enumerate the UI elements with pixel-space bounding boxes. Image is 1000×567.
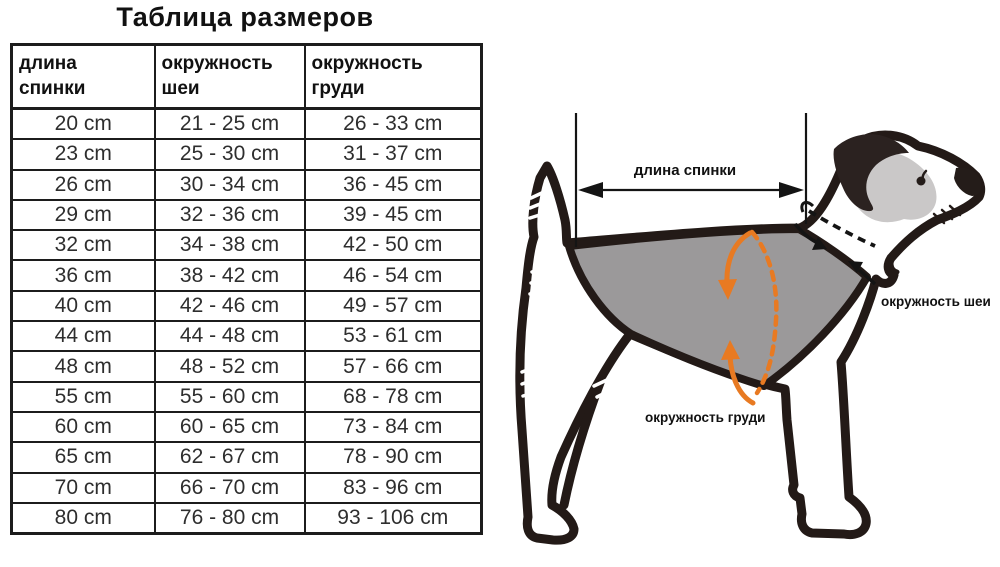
table-cell: 38 - 42 cm [153,259,306,292]
table-row: 65 cm 62 - 67 cm 78 - 90 cm [10,441,483,474]
chest-girth-label: окружность груди [645,410,766,425]
table-cell: 60 - 65 cm [153,410,306,444]
column-header: окружность груди [303,43,483,110]
table-cell: 60 cm [10,410,156,444]
table-row: 80 cm 76 - 80 cm 93 - 106 cm [10,501,483,535]
table-row: 20 cm 21 - 25 cm 26 - 33 cm [10,107,483,141]
table-cell: 23 cm [10,138,156,171]
table-cell: 36 - 45 cm [303,168,483,201]
table-cell: 46 - 54 cm [303,259,483,292]
column-header-text: окружность шеи [161,52,273,99]
table-cell: 44 - 48 cm [153,320,306,353]
table-row: 44 cm 44 - 48 cm 53 - 61 cm [10,320,483,353]
back-length-arrowhead-left [578,182,603,198]
table-cell: 20 cm [10,107,156,141]
table-cell: 34 - 38 cm [153,229,306,262]
table-cell: 30 - 34 cm [153,168,306,201]
eye-icon [916,176,926,186]
table-cell: 32 - 36 cm [153,198,306,232]
table-cell: 40 cm [10,289,156,323]
nose [954,167,982,196]
table-row: 26 cm 30 - 34 cm 36 - 45 cm [10,168,483,201]
column-header: длина спинки [10,43,156,110]
eye-brow-mark [921,169,928,182]
table-row: 55 cm 55 - 60 cm 68 - 78 cm [10,380,483,413]
hind-leg-line [559,375,606,510]
size-table: длина спинки окружность шеи окружность гру… [10,43,483,536]
coat [565,225,871,390]
back-length-arrowhead-right [779,182,804,198]
table-cell: 48 - 52 cm [153,350,306,383]
table-cell: 55 cm [10,380,156,413]
table-cell: 68 - 78 cm [303,380,483,413]
mouth-line [888,211,951,275]
table-cell: 78 - 90 cm [303,441,483,474]
table-cell: 29 cm [10,198,156,232]
table-cell: 93 - 106 cm [303,501,483,535]
table-cell: 31 - 37 cm [303,138,483,171]
table-row: 32 cm 34 - 38 cm 42 - 50 cm [10,229,483,262]
table-cell: 55 - 60 cm [153,380,306,413]
table-row: 40 cm 42 - 46 cm 49 - 57 cm [10,289,483,323]
table-cell: 42 - 50 cm [303,229,483,262]
table-cell: 76 - 80 cm [153,501,306,535]
table-row: 29 cm 32 - 36 cm 39 - 45 cm [10,198,483,232]
neck-girth-label: окружность шеи [881,294,991,309]
table-row: 48 cm 48 - 52 cm 57 - 66 cm [10,350,483,383]
table-cell: 65 cm [10,441,156,474]
table-cell: 26 - 33 cm [303,107,483,141]
column-header-text: длина спинки [19,52,86,99]
back-length-measure [574,113,808,247]
chest-arrow-up [721,340,756,406]
neck-line-hook [800,200,815,213]
table-row: 60 cm 60 - 65 cm 73 - 84 cm [10,410,483,444]
table-cell: 70 cm [10,471,156,504]
back-length-label: длина спинки [633,162,737,179]
table-cell: 73 - 84 cm [303,410,483,444]
page-title: Таблица размеров [116,2,374,32]
table-cell: 66 - 70 cm [153,471,306,504]
size-table-header: длина спинки окружность шеи окружность гру… [10,43,483,110]
table-cell: 39 - 45 cm [303,198,483,232]
table-row: 23 cm 25 - 30 cm 31 - 37 cm [10,138,483,171]
table-row: 36 cm 38 - 42 cm 46 - 54 cm [10,259,483,292]
table-cell: 25 - 30 cm [153,138,306,171]
fur-hatches [520,190,615,410]
table-cell: 36 cm [10,259,156,292]
table-cell: 26 cm [10,168,156,201]
neck-girth-dashed-line [808,209,876,248]
table-cell: 42 - 46 cm [153,289,306,323]
table-cell: 32 cm [10,229,156,262]
table-cell: 44 cm [10,320,156,353]
head-patch [833,134,909,212]
table-cell: 83 - 96 cm [303,471,483,504]
size-table-body: 20 cm 21 - 25 cm 26 - 33 cm 23 cm 25 - 30 cm… [10,107,483,535]
cheek-patch [844,150,937,223]
table-cell: 53 - 61 cm [303,320,483,353]
header-row: длина спинки окружность шеи окружность гру… [10,43,483,110]
column-header-text: окружность груди [311,52,423,99]
table-cell: 80 cm [10,501,156,535]
table-cell: 48 cm [10,350,156,383]
whisker-hatches [932,204,962,225]
table-cell: 62 - 67 cm [153,441,306,474]
table-row: 70 cm 66 - 70 cm 83 - 96 cm [10,471,483,504]
column-header: окружность шеи [153,43,306,110]
table-cell: 49 - 57 cm [303,289,483,323]
dog-body-outline [515,130,986,545]
table-cell: 57 - 66 cm [303,350,483,383]
neck-arrow-right [848,261,877,286]
table-cell: 21 - 25 cm [153,107,306,141]
chest-arrow-down [718,230,753,300]
neck-arrow-left [793,222,827,250]
chest-girth-dashed-line [749,229,779,396]
